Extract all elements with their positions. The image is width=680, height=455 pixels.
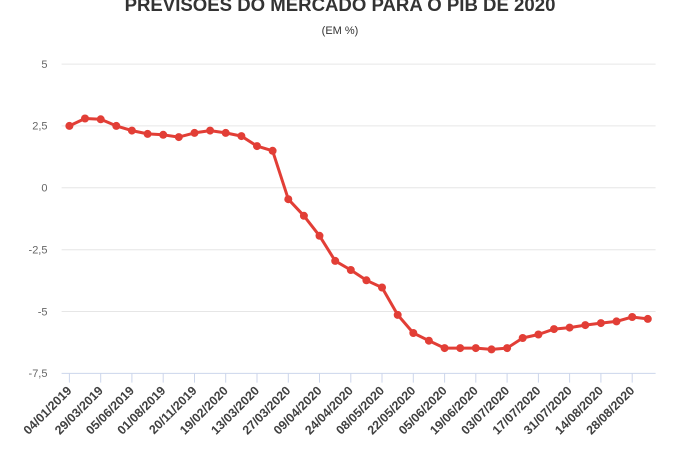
svg-text:5: 5 <box>41 59 47 71</box>
svg-text:-2,5: -2,5 <box>29 245 48 257</box>
svg-text:(EM %): (EM %) <box>322 25 359 37</box>
svg-text:2,5: 2,5 <box>32 121 47 133</box>
svg-text:-7,5: -7,5 <box>29 368 48 380</box>
svg-text:0: 0 <box>41 183 47 195</box>
svg-text:PREVISÕES DO MERCADO PARA O PI: PREVISÕES DO MERCADO PARA O PIB DE 2020 <box>125 0 556 15</box>
svg-text:-5: -5 <box>38 306 48 318</box>
